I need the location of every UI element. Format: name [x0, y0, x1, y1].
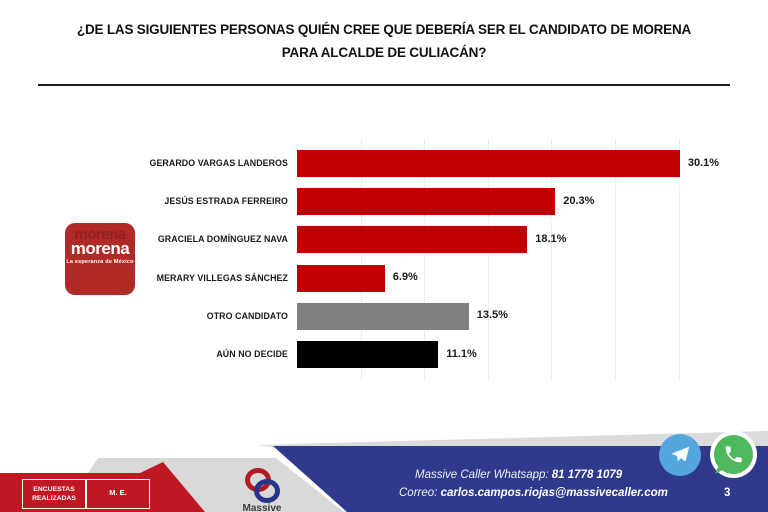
gridline — [615, 140, 616, 380]
gridline — [360, 140, 362, 380]
bar — [297, 188, 556, 216]
whatsapp-bubble-tail — [715, 464, 725, 474]
telegram-icon — [659, 434, 701, 476]
title-underline — [38, 84, 730, 86]
value-label: 6.9% — [392, 271, 418, 284]
bar — [297, 226, 528, 254]
bar — [297, 264, 385, 292]
gridline — [487, 140, 489, 380]
category-label: AÚN NO DECIDE — [216, 349, 288, 359]
page-title-line2: PARA ALCALDE DE CULIACÁN? — [281, 45, 487, 60]
footer — [0, 425, 768, 512]
gridline — [678, 140, 680, 380]
massive-brand-label: Massive — [242, 503, 282, 512]
whatsapp-bubble — [714, 435, 753, 474]
morena-logo-echo: morena — [74, 226, 126, 243]
whatsapp-label: Massive Caller Whatsapp: — [415, 469, 549, 481]
bar — [297, 150, 680, 177]
paper-plane-icon — [671, 446, 690, 462]
value-label: 13.5% — [476, 309, 508, 322]
page-title: ¿DE LAS SIGUIENTES PERSONAS QUIÉN CREE Q… — [20, 18, 748, 64]
value-label: 18.1% — [535, 232, 567, 245]
me-box: M. E. — [86, 479, 150, 509]
massive-caller-logo-blue-icon — [254, 479, 280, 503]
bar — [297, 341, 439, 368]
me-box-label: M. E. — [109, 488, 127, 497]
morena-logo: morena morena La esperanza de México — [65, 223, 135, 295]
morena-tagline: La esperanza de México — [66, 259, 134, 265]
whatsapp-contact-line: Massive Caller Whatsapp: 81 1778 1079 — [415, 469, 622, 481]
value-label: 20.3% — [563, 194, 595, 207]
category-label: JESÚS ESTRADA FERREIRO — [164, 196, 288, 207]
email-label: Correo: — [399, 487, 438, 499]
phone-handset-icon — [725, 446, 742, 463]
whatsapp-number: 81 1778 1079 — [551, 469, 623, 481]
morena-wordmark: morena — [70, 239, 130, 258]
encuestas-line1: ENCUESTAS — [33, 486, 75, 493]
category-label: MERARY VILLEGAS SÁNCHEZ — [156, 272, 288, 283]
category-label: GERARDO VARGAS LANDEROS — [149, 158, 288, 168]
page-title-line1: ¿DE LAS SIGUIENTES PERSONAS QUIÉN CREE Q… — [76, 22, 692, 37]
value-label: 30.1% — [687, 156, 720, 169]
bar — [297, 302, 469, 330]
category-label: OTRO CANDIDATO — [206, 310, 288, 321]
gridline — [424, 140, 426, 380]
encuestas-line2: REALIZADAS — [32, 495, 76, 502]
value-label: 11.1% — [446, 347, 477, 360]
category-label: GRACIELA DOMÍNGUEZ NAVA — [157, 234, 288, 245]
email-address: carlos.campos.riojas@massivecaller.com — [440, 487, 668, 499]
encuestas-realizadas-box: ENCUESTAS REALIZADAS — [22, 479, 86, 509]
whatsapp-icon — [710, 431, 757, 478]
gridline — [551, 140, 553, 380]
email-contact-line: Correo: carlos.campos.riojas@massivecall… — [399, 487, 668, 499]
page-number: 3 — [724, 487, 731, 499]
